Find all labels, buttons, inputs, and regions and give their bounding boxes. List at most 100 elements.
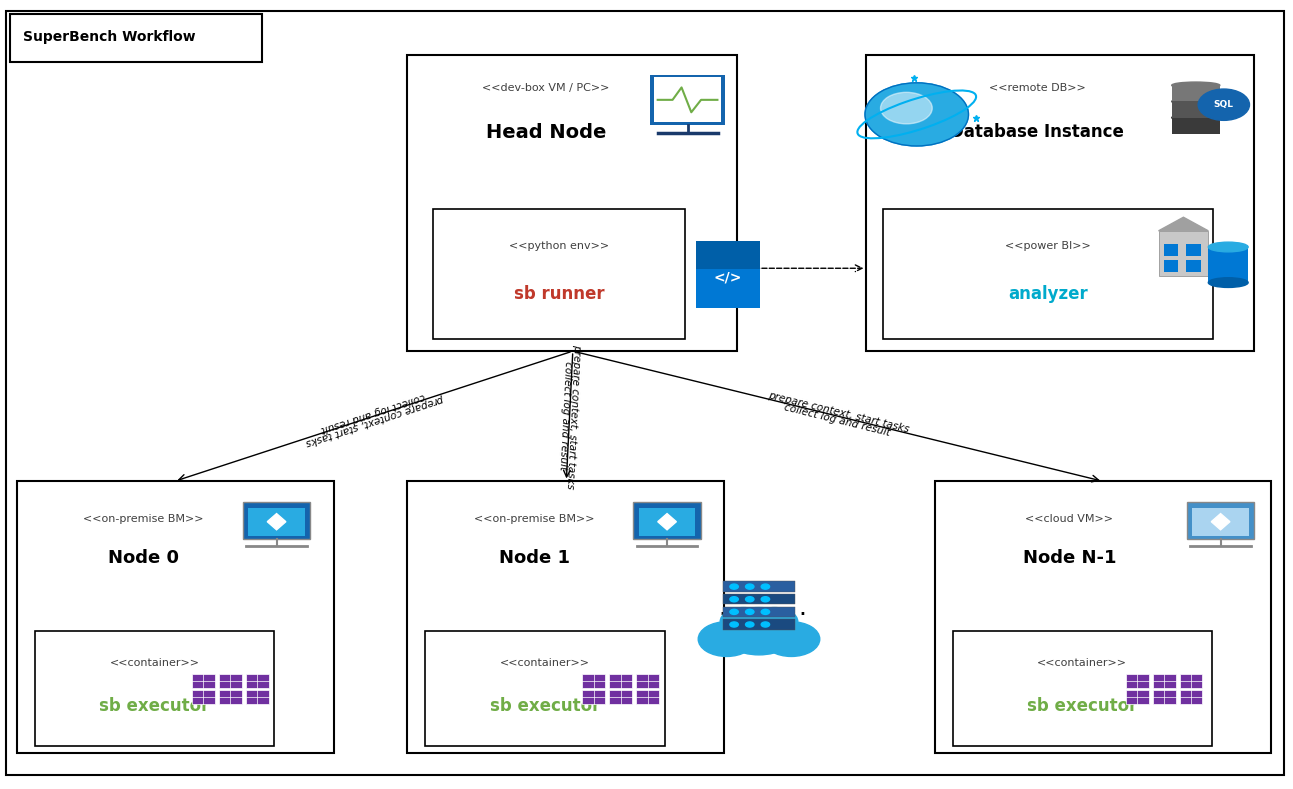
Circle shape [729,609,738,615]
FancyBboxPatch shape [219,674,242,688]
FancyBboxPatch shape [1126,690,1148,704]
FancyBboxPatch shape [1179,690,1202,704]
Text: </>: </> [714,271,742,285]
Text: <<cloud VM>>: <<cloud VM>> [1025,514,1113,525]
FancyBboxPatch shape [1171,102,1219,118]
Ellipse shape [1208,242,1248,252]
FancyBboxPatch shape [425,631,665,746]
Ellipse shape [1171,82,1219,88]
Text: <<remote DB>>: <<remote DB>> [989,83,1085,93]
FancyBboxPatch shape [650,75,725,125]
Circle shape [729,584,738,589]
FancyBboxPatch shape [243,503,310,540]
Circle shape [1199,89,1249,121]
Polygon shape [1212,514,1230,530]
Ellipse shape [1171,114,1219,121]
FancyBboxPatch shape [634,503,701,540]
FancyBboxPatch shape [724,594,795,604]
FancyBboxPatch shape [219,690,242,704]
FancyBboxPatch shape [609,674,632,688]
Circle shape [762,609,769,615]
Text: collect log and result: collect log and result [782,402,891,438]
FancyBboxPatch shape [1186,245,1201,256]
Text: <<container>>: <<container>> [110,658,199,668]
Text: Node N-1: Node N-1 [1023,548,1116,567]
FancyBboxPatch shape [1159,231,1209,276]
FancyBboxPatch shape [654,77,721,122]
FancyBboxPatch shape [246,674,269,688]
FancyBboxPatch shape [582,690,605,704]
Text: Node 1: Node 1 [499,548,569,567]
Circle shape [729,596,738,602]
Circle shape [751,608,798,636]
FancyBboxPatch shape [639,508,696,536]
FancyBboxPatch shape [407,481,724,753]
FancyBboxPatch shape [1187,503,1254,540]
FancyBboxPatch shape [248,508,305,536]
FancyBboxPatch shape [636,674,659,688]
FancyBboxPatch shape [1164,245,1178,256]
FancyBboxPatch shape [1209,247,1248,282]
Circle shape [762,596,769,602]
FancyBboxPatch shape [724,581,795,592]
Circle shape [720,608,798,655]
FancyBboxPatch shape [696,241,760,308]
Text: prepare context, start tasks: prepare context, start tasks [565,344,582,489]
FancyBboxPatch shape [1186,260,1201,271]
Circle shape [698,622,755,656]
FancyBboxPatch shape [1171,118,1219,134]
FancyBboxPatch shape [724,607,795,617]
Text: sb executor: sb executor [100,697,209,715]
FancyBboxPatch shape [246,690,269,704]
Circle shape [720,608,767,636]
FancyBboxPatch shape [724,619,795,630]
FancyBboxPatch shape [191,674,215,688]
FancyBboxPatch shape [17,481,334,753]
FancyBboxPatch shape [953,631,1212,746]
FancyBboxPatch shape [407,55,737,351]
FancyBboxPatch shape [1192,508,1249,536]
Text: analyzer: analyzer [1009,285,1087,303]
Circle shape [746,622,754,627]
Text: <<container>>: <<container>> [500,658,590,668]
FancyBboxPatch shape [10,14,262,62]
Text: SQL: SQL [1214,100,1234,109]
Text: prepare context, start tasks: prepare context, start tasks [767,391,910,435]
Circle shape [762,584,769,589]
Text: collect log and result: collect log and result [557,361,573,471]
Text: <<power BI>>: <<power BI>> [1005,241,1091,251]
Text: sb executor: sb executor [1027,697,1138,715]
FancyBboxPatch shape [1179,674,1202,688]
Text: Node 0: Node 0 [109,548,178,567]
FancyBboxPatch shape [696,241,760,269]
FancyBboxPatch shape [1171,85,1219,102]
FancyBboxPatch shape [6,11,1284,775]
Ellipse shape [1171,98,1219,105]
FancyBboxPatch shape [191,690,215,704]
Polygon shape [658,514,676,530]
Circle shape [865,83,968,146]
Text: · · · · · ·: · · · · · · [719,604,807,627]
Polygon shape [1159,217,1209,231]
FancyBboxPatch shape [636,690,659,704]
Circle shape [763,622,820,656]
Text: <<dev-box VM / PC>>: <<dev-box VM / PC>> [482,83,609,93]
Text: <<python env>>: <<python env>> [509,241,609,251]
Ellipse shape [1208,278,1248,287]
Circle shape [746,609,754,615]
FancyBboxPatch shape [866,55,1254,351]
Text: Database Instance: Database Instance [950,123,1124,141]
Text: <<container>>: <<container>> [1037,658,1127,668]
Circle shape [746,584,754,589]
FancyBboxPatch shape [1126,674,1148,688]
FancyBboxPatch shape [433,209,685,339]
FancyBboxPatch shape [35,631,274,746]
Text: SuperBench Workflow: SuperBench Workflow [23,30,197,44]
FancyBboxPatch shape [1153,674,1175,688]
FancyBboxPatch shape [582,674,605,688]
FancyBboxPatch shape [1164,260,1178,271]
Circle shape [746,596,754,602]
Text: <<on-premise BM>>: <<on-premise BM>> [83,514,204,525]
FancyBboxPatch shape [609,690,632,704]
Text: prepare context, start tasks: prepare context, start tasks [305,393,445,447]
